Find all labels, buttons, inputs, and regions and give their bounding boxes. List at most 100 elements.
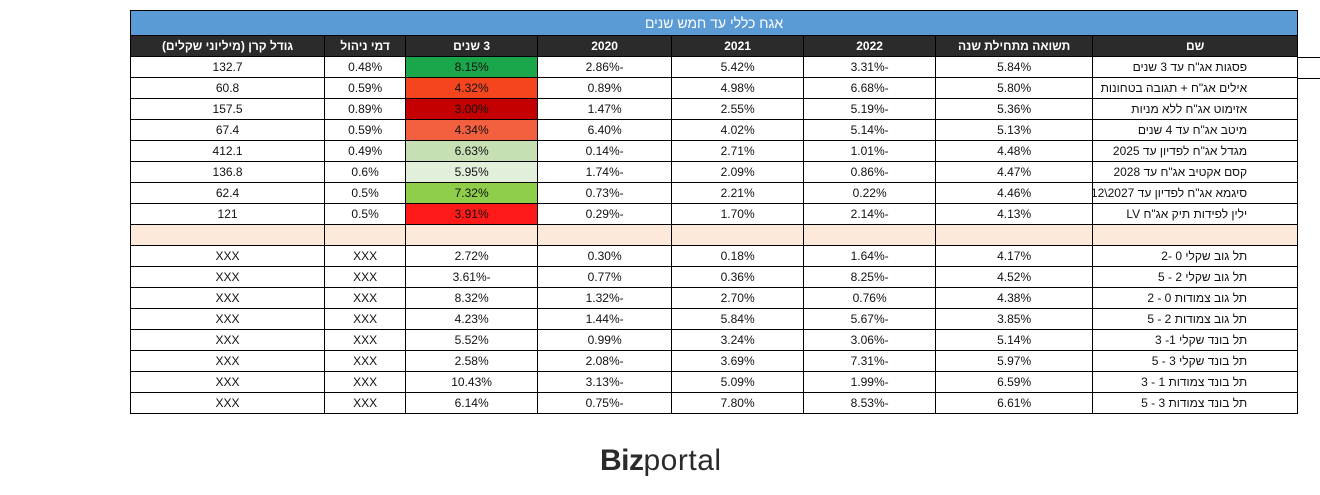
fund-name-cell: אילים אג"ח + תגובה בטחונות: [1092, 77, 1299, 99]
empty-cell: [324, 224, 407, 246]
fund-name-cell: תל גוב שקלי 0 -2: [1092, 245, 1299, 267]
ytd-cell: 4.46%: [935, 182, 1094, 204]
index-row: תל גוב שקלי 2 - 5 4.52% -8.25% 0.36% 0.77% -3…: [129, 266, 1299, 288]
return-2022-cell: -3.31%: [803, 56, 937, 78]
size-cell: 60.8: [129, 77, 326, 99]
return-2022-cell: -5.14%: [803, 119, 937, 141]
ytd-cell: 4.13%: [935, 203, 1094, 225]
header-management-fee: דמי ניהול: [324, 35, 407, 57]
fee-cell: 0.48%: [324, 56, 407, 78]
index-row: תל בונד שקלי 1- 3 5.14% -3.06% 3.24% 0.99% 5.…: [129, 329, 1299, 351]
return-2021-cell: 0.36%: [671, 266, 805, 288]
return-2020-cell: -3.13%: [537, 371, 673, 393]
empty-cell: [129, 224, 326, 246]
return-2022-cell: -1.01%: [803, 140, 937, 162]
index-row: תל בונד צמודות 3 - 5 6.61% -8.53% 7.80% -0.7…: [129, 392, 1299, 414]
header-2020: 2020: [537, 35, 673, 57]
fund-row: ילין לפידות תיק אג"ח LV 4.13% -2.14% 1.70% -…: [129, 203, 1299, 225]
return-3y-cell: 5.95%: [405, 161, 539, 183]
fee-cell: XXX: [324, 329, 407, 351]
fund-name-cell: פסגות אג"ח עד 3 שנים: [1092, 56, 1299, 78]
fund-row: פסגות אג"ח עד 3 שנים 5.84% -3.31% 5.42% -2.8…: [129, 56, 1299, 78]
header-3-years: 3 שנים: [405, 35, 539, 57]
ytd-cell: 4.17%: [935, 245, 1094, 267]
fee-cell: 0.59%: [324, 119, 407, 141]
ytd-cell: 6.61%: [935, 392, 1094, 414]
fee-cell: 0.59%: [324, 77, 407, 99]
index-row: תל גוב שקלי 0 -2 4.17% -1.64% 0.18% 0.30% 2.7…: [129, 245, 1299, 267]
return-3y-cell: 7.32%: [405, 182, 539, 204]
return-2021-cell: 3.24%: [671, 329, 805, 351]
ytd-cell: 4.48%: [935, 140, 1094, 162]
return-3y-cell: 2.58%: [405, 350, 539, 372]
return-2020-cell: -2.08%: [537, 350, 673, 372]
fee-cell: XXX: [324, 245, 407, 267]
fund-name-cell: קסם אקטיב אג"ח עד 2028: [1092, 161, 1299, 183]
ytd-cell: 5.36%: [935, 98, 1094, 120]
fund-name-cell: תל בונד צמודות 1 - 3: [1092, 371, 1299, 393]
size-cell: XXX: [129, 329, 326, 351]
return-2022-cell: -5.67%: [803, 308, 937, 330]
return-2020-cell: -0.14%: [537, 140, 673, 162]
ytd-cell: 6.59%: [935, 371, 1094, 393]
return-2021-cell: 5.09%: [671, 371, 805, 393]
grid-line: [1297, 57, 1320, 58]
return-2021-cell: 2.21%: [671, 182, 805, 204]
index-row: תל בונד צמודות 1 - 3 6.59% -1.99% 5.09% -3.1…: [129, 371, 1299, 393]
return-2020-cell: -1.74%: [537, 161, 673, 183]
fund-row: אילים אג"ח + תגובה בטחונות 5.80% -6.68% 4.9…: [129, 77, 1299, 99]
return-2021-cell: 5.84%: [671, 308, 805, 330]
grid-line: [1297, 78, 1320, 79]
ytd-cell: 5.14%: [935, 329, 1094, 351]
return-3y-cell: 3.00%: [405, 98, 539, 120]
return-2021-cell: 2.70%: [671, 287, 805, 309]
return-2021-cell: 3.69%: [671, 350, 805, 372]
ytd-cell: 5.84%: [935, 56, 1094, 78]
return-2022-cell: -0.86%: [803, 161, 937, 183]
header-row: שם תשואה מתחילת שנה 2022 2021 2020 3 שני…: [129, 35, 1299, 57]
size-cell: XXX: [129, 266, 326, 288]
fund-name-cell: אזימוט אג"ח ללא מניות: [1092, 98, 1299, 120]
fund-name-cell: מיטב אג"ח עד 4 שנים: [1092, 119, 1299, 141]
return-2020-cell: 0.77%: [537, 266, 673, 288]
fee-cell: XXX: [324, 392, 407, 414]
return-3y-cell: 4.23%: [405, 308, 539, 330]
return-2021-cell: 5.42%: [671, 56, 805, 78]
return-2022-cell: 0.76%: [803, 287, 937, 309]
return-2021-cell: 2.71%: [671, 140, 805, 162]
separator-row: [129, 224, 1299, 246]
fund-name-cell: תל גוב שקלי 2 - 5: [1092, 266, 1299, 288]
return-2020-cell: 0.89%: [537, 77, 673, 99]
return-2020-cell: 6.40%: [537, 119, 673, 141]
fund-name-cell: תל גוב צמודות 0 - 2: [1092, 287, 1299, 309]
logo-bold-text: Biz: [600, 444, 644, 477]
ytd-cell: 5.13%: [935, 119, 1094, 141]
return-2021-cell: 2.55%: [671, 98, 805, 120]
header-2022: 2022: [803, 35, 937, 57]
size-cell: 157.5: [129, 98, 326, 120]
empty-cell: [1092, 224, 1299, 246]
fee-cell: 0.49%: [324, 140, 407, 162]
ytd-cell: 5.97%: [935, 350, 1094, 372]
return-2022-cell: -7.31%: [803, 350, 937, 372]
fund-name-cell: תל גוב צמודות 2 - 5: [1092, 308, 1299, 330]
return-3y-cell: 6.63%: [405, 140, 539, 162]
header-2021: 2021: [671, 35, 805, 57]
index-row: תל גוב צמודות 2 - 5 3.85% -5.67% 5.84% -1.44…: [129, 308, 1299, 330]
bizportal-logo: Bizportal: [600, 443, 790, 479]
table-title-row: אגח כללי עד חמש שנים: [129, 10, 1299, 36]
size-cell: XXX: [129, 371, 326, 393]
size-cell: XXX: [129, 392, 326, 414]
fee-cell: XXX: [324, 350, 407, 372]
size-cell: 132.7: [129, 56, 326, 78]
fund-comparison-table: אגח כללי עד חמש שנים שם תשואה מתחילת שנה…: [129, 10, 1299, 414]
return-3y-cell: 2.72%: [405, 245, 539, 267]
return-2020-cell: -0.29%: [537, 203, 673, 225]
return-2020-cell: -0.73%: [537, 182, 673, 204]
return-3y-cell: 5.52%: [405, 329, 539, 351]
return-3y-cell: 8.15%: [405, 56, 539, 78]
fund-name-cell: ילין לפידות תיק אג"ח LV: [1092, 203, 1299, 225]
return-2021-cell: 4.02%: [671, 119, 805, 141]
return-3y-cell: 3.91%: [405, 203, 539, 225]
size-cell: 62.4: [129, 182, 326, 204]
